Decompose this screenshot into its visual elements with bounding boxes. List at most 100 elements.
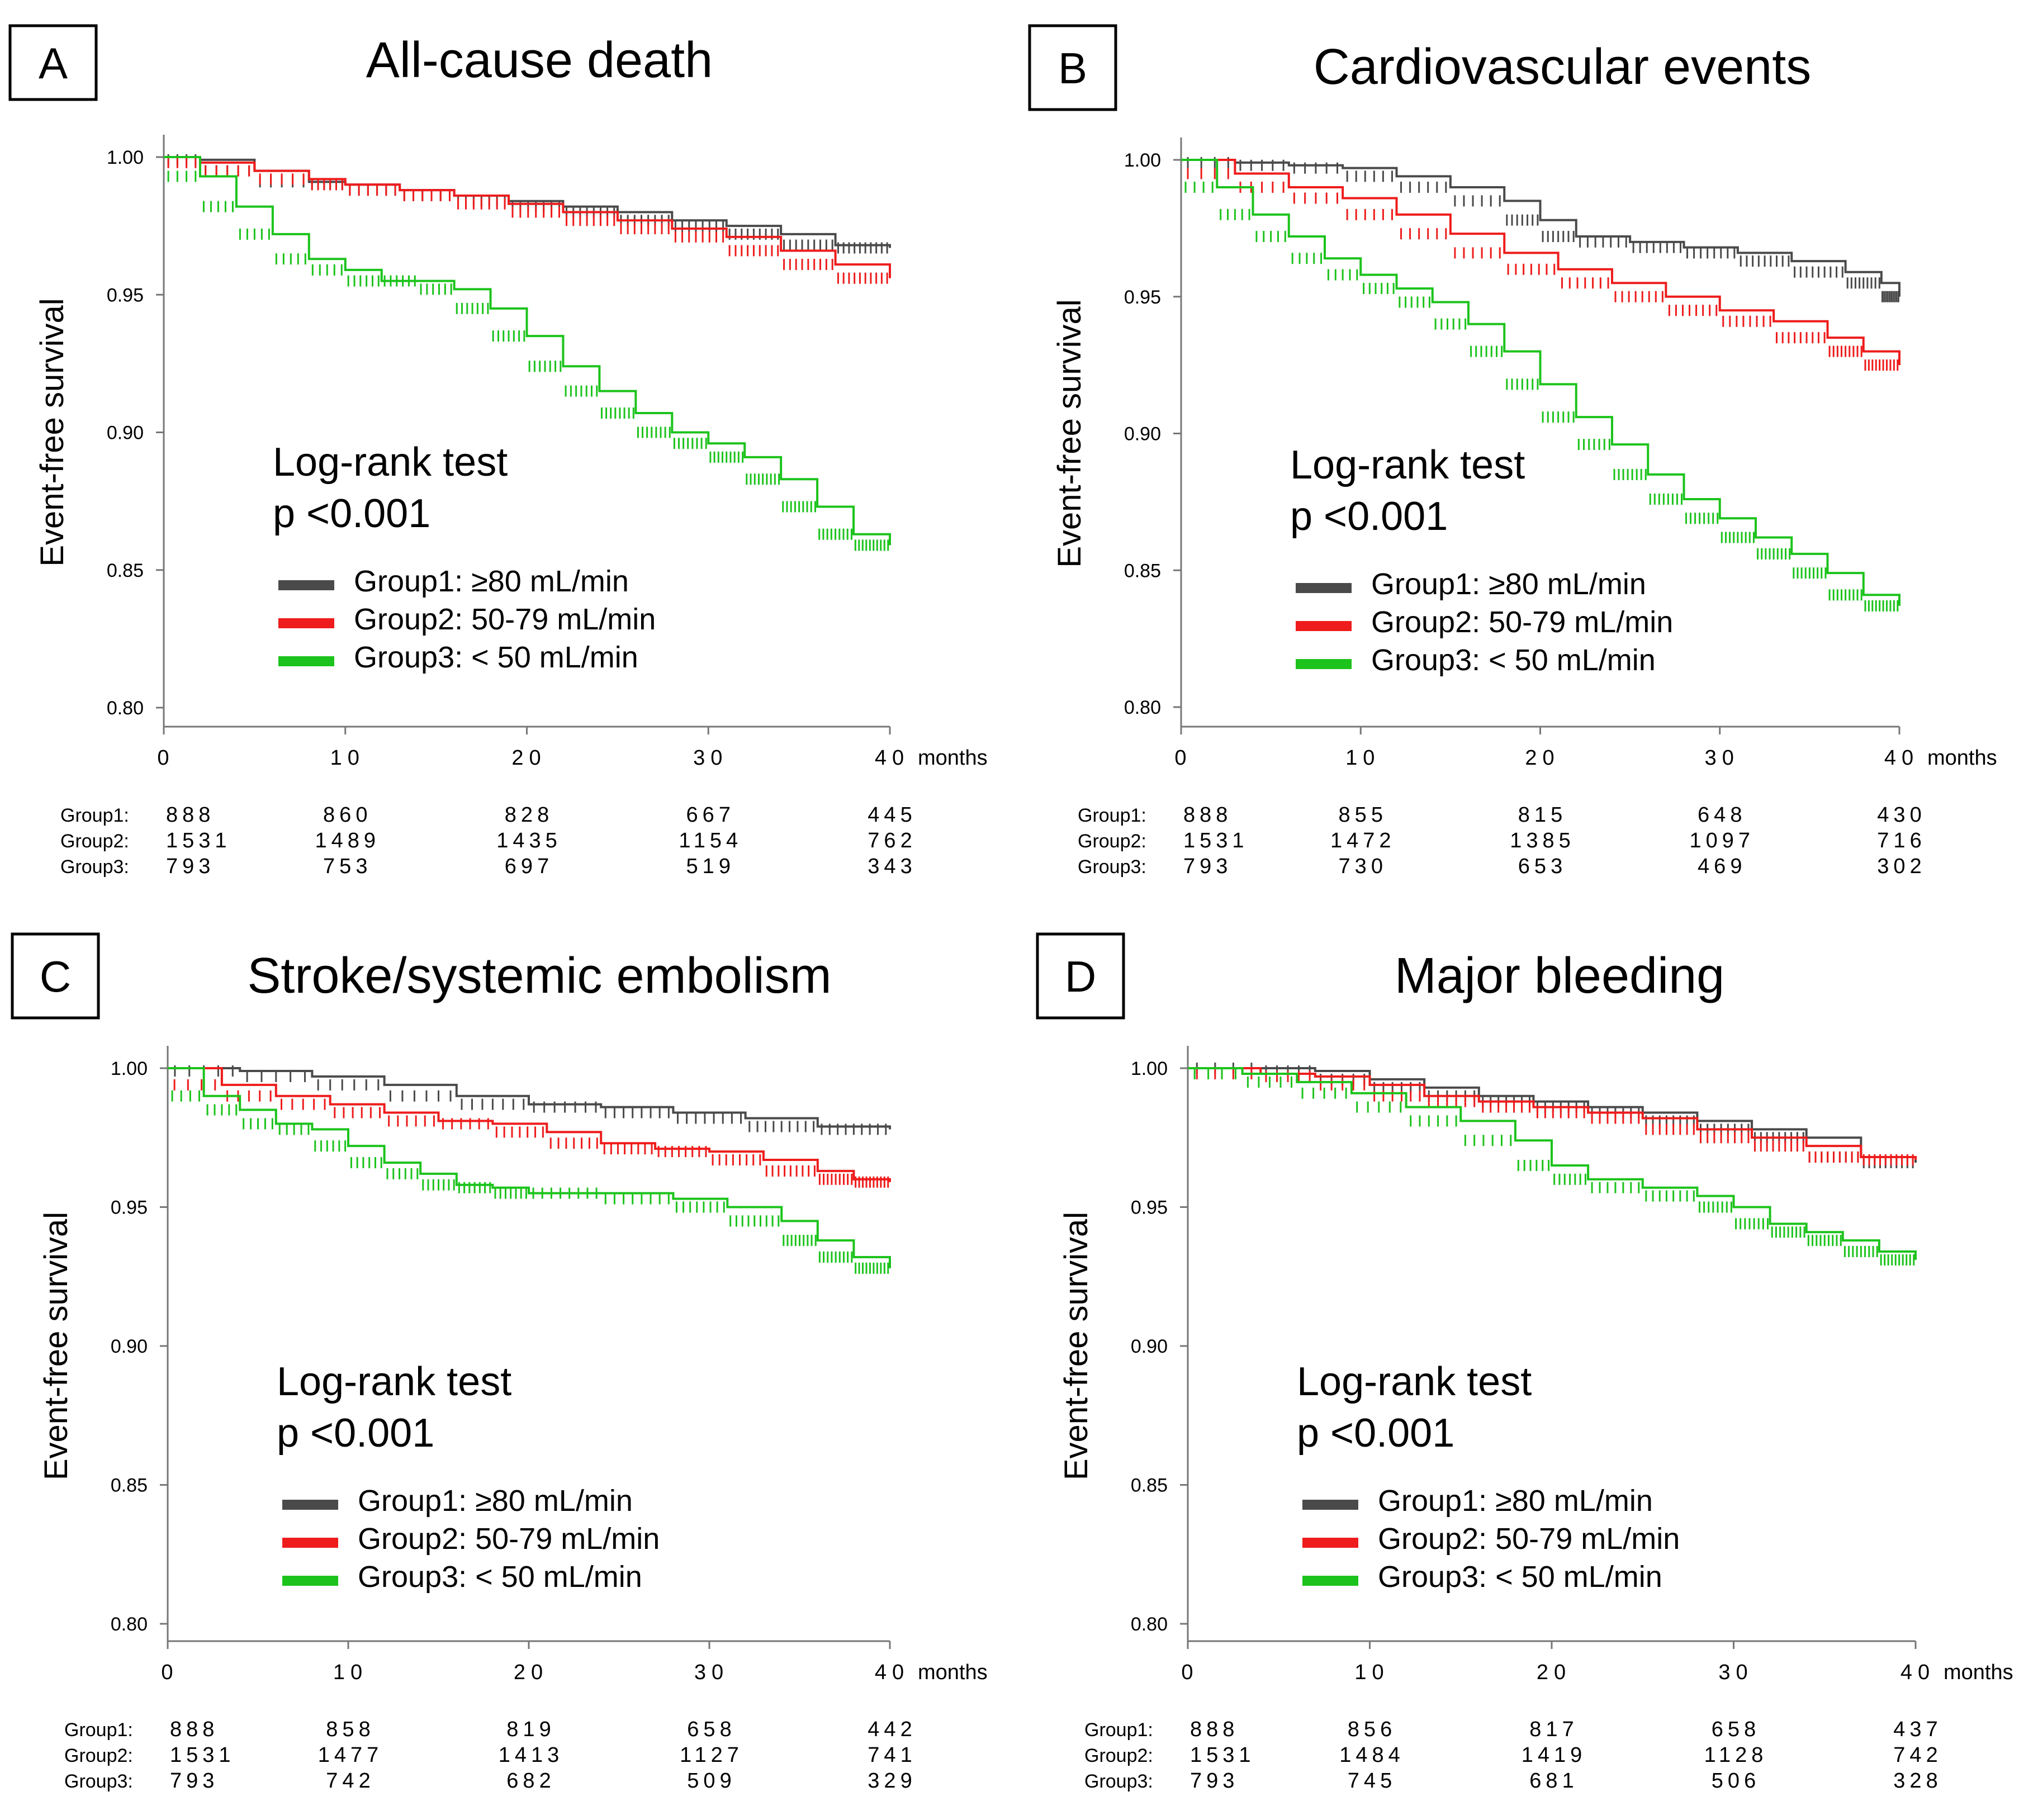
y-tick-label: 0.85 bbox=[1124, 560, 1161, 581]
risk-count: 1531 bbox=[1183, 829, 1249, 852]
panel-letter-box bbox=[8, 24, 98, 101]
risk-count: 815 bbox=[1518, 803, 1567, 827]
km-curve-group2 bbox=[168, 1067, 891, 1182]
series-group-3 bbox=[164, 156, 891, 551]
risk-count: 793 bbox=[166, 855, 215, 878]
series-group-3 bbox=[1181, 159, 1900, 612]
km-curve-group3 bbox=[1188, 1067, 1917, 1260]
risk-row-label: Group2: bbox=[1084, 1745, 1153, 1766]
chart-title: Stroke/systemic embolism bbox=[247, 948, 831, 1004]
risk-count: 742 bbox=[1893, 1743, 1942, 1767]
y-tick-label: 0.80 bbox=[111, 1614, 148, 1635]
stat-test-label: Log-rank test bbox=[273, 440, 508, 485]
km-curve-group1 bbox=[1181, 159, 1900, 297]
risk-count: 681 bbox=[1529, 1769, 1578, 1793]
risk-count: 658 bbox=[1712, 1718, 1760, 1741]
legend-label-group3: Group3: < 50 mL/min bbox=[358, 1560, 642, 1594]
p-value-label: p <0.001 bbox=[1297, 1411, 1454, 1456]
risk-count: 1531 bbox=[1190, 1743, 1255, 1767]
x-tick-label: 20 bbox=[514, 1661, 548, 1684]
risk-count: 653 bbox=[1518, 855, 1567, 878]
y-tick-label: 0.85 bbox=[1131, 1475, 1168, 1496]
series-group-2 bbox=[1188, 1067, 1917, 1166]
risk-count: 1097 bbox=[1689, 829, 1755, 852]
series-group-1 bbox=[1181, 157, 1900, 302]
risk-count: 469 bbox=[1698, 855, 1746, 878]
risk-row-label: Group3: bbox=[1078, 856, 1146, 878]
legend-label-group1: Group1: ≥80 mL/min bbox=[358, 1484, 633, 1518]
x-tick-label: 40 bbox=[875, 1661, 909, 1684]
risk-count: 430 bbox=[1877, 803, 1926, 827]
y-tick-label: 0.90 bbox=[1124, 424, 1161, 445]
risk-count: 509 bbox=[687, 1769, 736, 1793]
y-tick-label: 0.90 bbox=[111, 1336, 148, 1357]
risk-count: 1127 bbox=[680, 1743, 743, 1767]
panel-letter-box bbox=[11, 932, 100, 1020]
km-curve-group2 bbox=[164, 156, 891, 278]
risk-count: 1128 bbox=[1704, 1743, 1768, 1767]
risk-count: 828 bbox=[505, 803, 553, 827]
stat-test-label: Log-rank test bbox=[1290, 443, 1525, 487]
panel-c: C Stroke/systemic embolism 0.80 0.85 0.90 0.9… bbox=[11, 932, 988, 1793]
y-tick-label: 1.00 bbox=[111, 1058, 148, 1079]
risk-count: 437 bbox=[1893, 1718, 1942, 1741]
panel-letter: C bbox=[40, 952, 71, 1001]
risk-row-label: Group1: bbox=[64, 1719, 133, 1741]
risk-count: 442 bbox=[868, 1718, 916, 1741]
risk-count: 1154 bbox=[679, 829, 742, 852]
risk-row-label: Group2: bbox=[1078, 831, 1146, 852]
risk-row-label: Group3: bbox=[1084, 1771, 1153, 1792]
risk-count: 742 bbox=[326, 1769, 375, 1793]
risk-count: 506 bbox=[1712, 1769, 1760, 1793]
chart-title: Cardiovascular events bbox=[1314, 39, 1811, 95]
risk-count: 745 bbox=[1348, 1769, 1396, 1793]
x-tick-label: 10 bbox=[1345, 746, 1380, 770]
x-tick-label: 10 bbox=[1354, 1661, 1389, 1684]
y-axis-label: Event-free survival bbox=[1058, 1212, 1094, 1480]
y-tick-label: 0.95 bbox=[111, 1197, 148, 1219]
risk-count: 1489 bbox=[315, 829, 380, 852]
risk-count: 697 bbox=[505, 855, 553, 878]
risk-count: 858 bbox=[326, 1718, 375, 1741]
risk-count: 302 bbox=[1877, 855, 1926, 878]
risk-count: 658 bbox=[687, 1718, 736, 1741]
y-tick-label: 0.80 bbox=[107, 698, 144, 719]
legend-swatch-group1 bbox=[278, 580, 334, 590]
risk-count: 1531 bbox=[166, 829, 231, 852]
risk-count: 855 bbox=[1339, 803, 1387, 827]
risk-count: 445 bbox=[868, 803, 916, 827]
series-group-3 bbox=[1188, 1067, 1917, 1266]
legend-swatch-group1 bbox=[1302, 1500, 1358, 1510]
x-tick-label: 0 bbox=[161, 1661, 178, 1684]
x-tick-label: 30 bbox=[1718, 1661, 1753, 1684]
y-tick-label: 0.85 bbox=[111, 1475, 148, 1496]
km-curve-group2 bbox=[1181, 159, 1900, 366]
x-tick-label: 40 bbox=[1900, 1661, 1935, 1684]
risk-count: 793 bbox=[1190, 1769, 1239, 1793]
risk-count: 667 bbox=[686, 803, 735, 827]
panel-letter: D bbox=[1065, 952, 1096, 1001]
legend-swatch-group1 bbox=[282, 1500, 338, 1510]
risk-count: 762 bbox=[868, 829, 916, 852]
risk-count: 328 bbox=[1893, 1769, 1942, 1793]
x-axis-unit: months bbox=[1944, 1661, 2013, 1684]
risk-row-label: Group1: bbox=[60, 805, 129, 826]
risk-count: 716 bbox=[1877, 829, 1926, 852]
legend-swatch-group2 bbox=[278, 618, 334, 628]
panel-letter: A bbox=[39, 39, 68, 88]
panel-a: A All-cause death 0.80 0.85 0.90 0.95 1.00 0 10 2… bbox=[8, 24, 988, 878]
x-tick-label: 20 bbox=[1525, 746, 1560, 770]
y-tick-label: 0.80 bbox=[1124, 697, 1161, 718]
x-axis-unit: months bbox=[918, 746, 988, 770]
risk-row-label: Group2: bbox=[60, 831, 129, 852]
panel-letter: B bbox=[1058, 44, 1087, 93]
risk-count: 1385 bbox=[1510, 829, 1575, 852]
stat-test-label: Log-rank test bbox=[277, 1359, 511, 1404]
risk-row-label: Group3: bbox=[64, 1771, 133, 1792]
risk-count: 519 bbox=[686, 855, 735, 878]
legend-label-group3: Group3: < 50 mL/min bbox=[1371, 643, 1656, 677]
risk-row-label: Group2: bbox=[64, 1745, 133, 1766]
risk-count: 888 bbox=[1183, 803, 1232, 827]
risk-count: 1484 bbox=[1339, 1743, 1405, 1767]
